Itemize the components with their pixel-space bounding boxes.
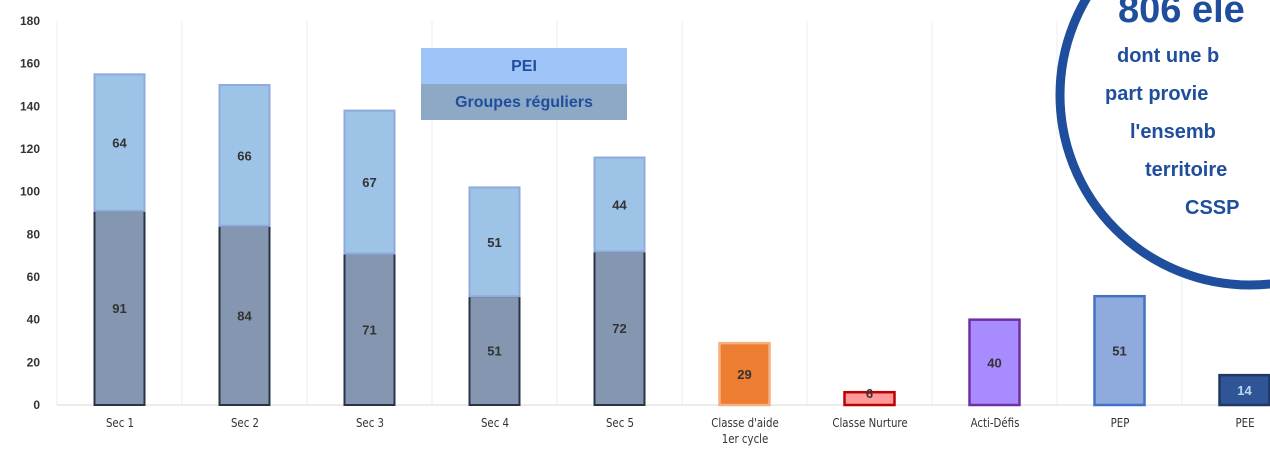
- callout-text: CSSP: [1185, 197, 1239, 219]
- value-label: 71: [362, 322, 376, 337]
- value-label: 44: [612, 197, 627, 212]
- legend-swatch: [421, 48, 627, 84]
- y-tick-label: 120: [20, 142, 40, 156]
- value-label: 6: [866, 386, 873, 401]
- y-tick-label: 100: [20, 185, 40, 199]
- y-tick-label: 20: [27, 355, 41, 369]
- x-tick-label: Classe d'aide 1er cycle: [710, 416, 779, 446]
- value-label: 66: [237, 148, 251, 163]
- bar: [718, 341, 771, 407]
- y-tick-label: 40: [27, 313, 41, 327]
- bar-segment: [93, 73, 146, 212]
- bar-segment: [218, 84, 271, 227]
- x-tick-label: Sec 3: [355, 416, 384, 430]
- bar-segment: [343, 252, 396, 406]
- value-label: 84: [237, 308, 252, 323]
- value-label: 51: [487, 235, 501, 250]
- y-tick-label: 140: [20, 99, 40, 113]
- y-tick-label: 0: [33, 398, 40, 412]
- callout-circle: [1055, 0, 1270, 290]
- y-tick-label: 80: [27, 227, 41, 241]
- x-tick-label: Sec 4: [480, 416, 509, 430]
- callout-text: dont une b: [1117, 45, 1219, 67]
- x-tick-label: PEP: [1110, 416, 1129, 430]
- x-tick-label: Acti-Défis: [970, 416, 1019, 430]
- callout-text: l'ensemb: [1130, 121, 1216, 143]
- x-tick-label: Sec 1: [105, 416, 134, 430]
- x-tick-label: Classe Nurture: [831, 416, 908, 430]
- legend-label: PEI: [511, 58, 537, 75]
- value-label: 64: [112, 136, 127, 151]
- y-tick-label: 160: [20, 57, 40, 71]
- legend-swatch: [421, 84, 627, 120]
- y-tick-label: 60: [27, 270, 41, 284]
- value-label: 67: [362, 175, 376, 190]
- value-label: 51: [487, 344, 501, 359]
- bar-segment: [593, 156, 646, 253]
- value-label: 72: [612, 321, 626, 336]
- bar-segment: [343, 109, 396, 255]
- callout-text: part provie: [1105, 83, 1208, 105]
- callout-text: 806 éle: [1118, 0, 1245, 31]
- value-label: 91: [112, 301, 126, 316]
- bar-segment: [218, 224, 271, 406]
- x-tick-label: Sec 2: [230, 416, 259, 430]
- callout-text: territoire: [1145, 159, 1227, 181]
- y-tick-label: 180: [20, 14, 40, 28]
- x-tick-label: Sec 5: [605, 416, 634, 430]
- bar: [968, 318, 1021, 407]
- value-label: 14: [1237, 383, 1252, 398]
- legend-label: Groupes réguliers: [455, 94, 593, 111]
- value-label: 29: [737, 367, 751, 382]
- bar-segment: [93, 209, 146, 406]
- bar-segment: [468, 186, 521, 298]
- value-label: 51: [1112, 344, 1126, 359]
- x-tick-label: PEE: [1234, 416, 1255, 430]
- bar: [1093, 294, 1146, 407]
- bar: [1218, 373, 1270, 407]
- bar: [843, 390, 896, 407]
- value-label: 40: [987, 355, 1001, 370]
